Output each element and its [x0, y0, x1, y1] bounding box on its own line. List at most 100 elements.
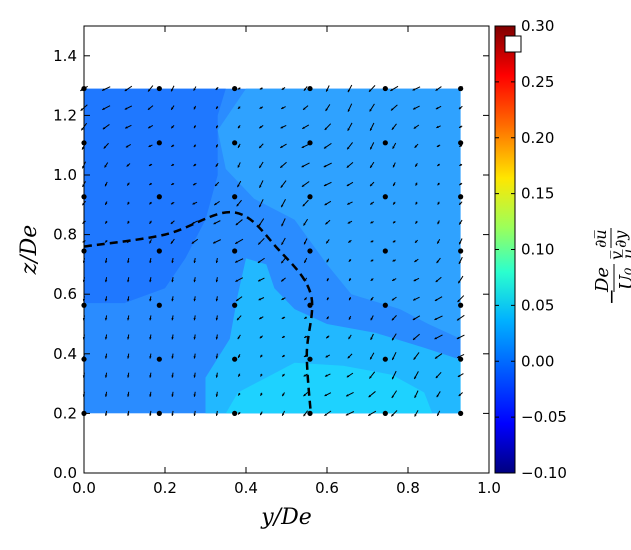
- velocity-arrow: [370, 221, 374, 224]
- y-tick-label: 0.0: [53, 464, 77, 482]
- velocity-arrow: [193, 163, 197, 167]
- velocity-arrow: [434, 334, 443, 340]
- velocity-arrow: [435, 371, 442, 379]
- velocity-arrow: [280, 257, 286, 264]
- measurement-point: [232, 85, 238, 92]
- velocity-arrow: [324, 200, 332, 206]
- velocity-arrow: [279, 143, 287, 149]
- x-tick-label: 1.0: [477, 479, 501, 497]
- velocity-arrow: [303, 86, 308, 91]
- velocity-arrow: [456, 314, 465, 321]
- velocity-arrow: [436, 257, 441, 264]
- velocity-arrow: [192, 182, 197, 186]
- velocity-arrow: [436, 144, 441, 148]
- velocity-arrow: [259, 180, 264, 188]
- velocity-arrow: [458, 182, 463, 186]
- velocity-arrow: [215, 277, 219, 283]
- velocity-arrow: [392, 220, 396, 224]
- measurement-point: [307, 140, 313, 146]
- velocity-arrow: [412, 105, 420, 110]
- velocity-arrow: [369, 352, 375, 360]
- velocity-arrow: [392, 142, 397, 150]
- velocity-arrow: [237, 334, 241, 340]
- velocity-arrow: [104, 162, 109, 168]
- velocity-arrow: [170, 238, 175, 245]
- velocity-arrow: [347, 84, 353, 93]
- velocity-arrow: [435, 86, 442, 92]
- velocity-arrow: [280, 180, 287, 188]
- velocity-arrow: [215, 86, 219, 91]
- velocity-arrow: [325, 335, 330, 339]
- measurement-point: [156, 302, 162, 308]
- svg-text:∂u̅: ∂u̅: [591, 229, 610, 248]
- measurement-point: [458, 410, 464, 416]
- velocity-arrow: [257, 237, 265, 245]
- velocity-arrow: [369, 103, 375, 112]
- velocity-arrow: [102, 124, 110, 130]
- velocity-arrow: [392, 259, 397, 262]
- velocity-arrow: [458, 201, 463, 206]
- velocity-arrow: [148, 163, 153, 167]
- velocity-arrow: [324, 123, 332, 131]
- velocity-arrow: [414, 239, 419, 244]
- measurement-point: [382, 302, 388, 308]
- velocity-arrow: [413, 352, 420, 360]
- velocity-arrow: [191, 238, 199, 244]
- y-tick-label: 0.4: [53, 345, 77, 363]
- measurement-point: [382, 140, 388, 146]
- velocity-arrow: [193, 315, 196, 321]
- contour-region-upper-right: [217, 88, 461, 339]
- velocity-arrow: [412, 86, 421, 91]
- velocity-arrow: [149, 257, 152, 264]
- velocity-arrow: [235, 277, 244, 283]
- velocity-arrow: [103, 142, 109, 149]
- velocity-arrow: [237, 125, 241, 129]
- velocity-arrow: [301, 143, 310, 149]
- measurement-point: [382, 356, 388, 362]
- velocity-arrow: [127, 391, 130, 397]
- contour-region-lower-right: [205, 258, 461, 414]
- x-tick-label: 0.8: [396, 479, 420, 497]
- svg-text:∂y: ∂y: [611, 230, 630, 248]
- dashed-boundary-curve: [83, 210, 314, 414]
- velocity-arrow: [392, 162, 396, 168]
- velocity-arrow: [324, 373, 331, 377]
- velocity-arrow: [436, 125, 441, 129]
- velocity-arrow: [237, 373, 241, 377]
- y-tick-label: 1.0: [53, 166, 77, 184]
- velocity-arrow: [303, 373, 308, 377]
- svg-text:U₀: U₀: [616, 268, 631, 290]
- velocity-arrow: [458, 125, 463, 129]
- velocity-arrow: [348, 334, 352, 340]
- velocity-arrow: [457, 295, 465, 303]
- velocity-arrow: [347, 103, 353, 112]
- velocity-arrow: [104, 334, 108, 340]
- velocity-arrow: [280, 199, 286, 208]
- measurement-point: [232, 194, 238, 200]
- velocity-arrow: [281, 392, 285, 397]
- velocity-arrow: [170, 144, 175, 148]
- velocity-arrow: [237, 180, 242, 188]
- velocity-arrow: [437, 220, 440, 225]
- x-tick-label: 0.0: [72, 479, 96, 497]
- velocity-arrow: [458, 256, 463, 265]
- velocity-arrow: [104, 296, 108, 302]
- velocity-arrow: [324, 392, 332, 397]
- velocity-arrow: [170, 201, 175, 205]
- velocity-arrow: [303, 238, 308, 245]
- velocity-arrow: [193, 125, 197, 129]
- svg-text:De: De: [592, 267, 613, 293]
- velocity-arrow: [193, 353, 196, 359]
- measurement-point: [232, 410, 238, 416]
- velocity-arrow: [303, 218, 309, 226]
- velocity-arrow: [215, 106, 219, 110]
- x-tick-label: 0.2: [153, 479, 177, 497]
- velocity-arrow: [279, 161, 287, 169]
- velocity-arrow: [326, 297, 330, 301]
- colorbar: −0.10 −0.05 0.00 0.05 0.10 0.15 0.20 0.25 0.30 −…: [494, 17, 631, 482]
- measurement-point: [307, 356, 313, 362]
- velocity-arrow: [391, 278, 397, 282]
- measurement-point: [382, 85, 388, 92]
- velocity-arrow: [259, 335, 263, 339]
- velocity-arrow: [326, 258, 330, 263]
